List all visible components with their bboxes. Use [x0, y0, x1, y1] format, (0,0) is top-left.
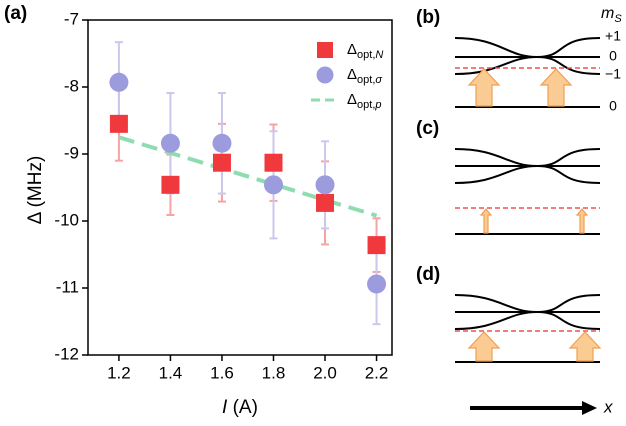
- marker-square: [264, 153, 283, 172]
- marker-circle: [315, 175, 335, 195]
- legend-name: Δ: [347, 91, 357, 108]
- x-label-unit: (A): [233, 397, 258, 418]
- excitation-arrow: [467, 331, 501, 362]
- y-tick-label: -9: [64, 143, 79, 162]
- panel-label: (d): [416, 264, 440, 285]
- legend-label: Δopt,σ: [347, 66, 382, 86]
- legend-name: Δ: [347, 41, 357, 58]
- legend-label: Δopt,p: [347, 91, 382, 111]
- level-curve: [454, 37, 601, 59]
- legend-sub: opt,: [357, 99, 375, 111]
- legend-sub-italic: N: [375, 49, 383, 61]
- level-curve: [454, 164, 601, 184]
- level-label: +1: [605, 28, 621, 44]
- excitation-arrow: [568, 331, 602, 362]
- y-axis-label: Δ (MHz): [25, 156, 46, 225]
- marker-square: [212, 153, 231, 172]
- legend-sub-italic: p: [374, 99, 381, 111]
- level-curve: [454, 148, 601, 168]
- legend-sub: opt,: [357, 74, 375, 86]
- panel-label: (c): [416, 118, 439, 139]
- legend-name: Δ: [347, 66, 357, 83]
- y-tick-label: -10: [54, 210, 79, 229]
- ms-sub: S: [614, 13, 622, 25]
- marker-circle: [212, 133, 232, 153]
- legend-label: Δopt,N: [347, 41, 383, 61]
- marker-square: [367, 236, 386, 255]
- x-arrow-head: [582, 401, 597, 415]
- panel-label: (b): [416, 7, 440, 28]
- y-tick-label: -7: [64, 9, 79, 28]
- x-axis-label: I (A): [222, 397, 258, 418]
- legend-marker: [317, 42, 333, 58]
- x-tick-label: 2.2: [365, 363, 389, 382]
- excitation-arrow: [467, 68, 501, 107]
- marker-circle: [160, 133, 180, 153]
- y-tick-label: -11: [56, 277, 79, 296]
- x-tick-label: 2.0: [313, 363, 337, 382]
- x-tick-label: 1.6: [210, 363, 234, 382]
- marker-square: [161, 175, 180, 194]
- plot-frame: [87, 19, 393, 356]
- ms-label: mS: [601, 5, 622, 25]
- excitation-arrow: [539, 68, 573, 107]
- level-label: 0: [609, 48, 617, 64]
- marker-circle: [367, 274, 387, 294]
- marker-square: [316, 193, 335, 212]
- panel-label: (a): [4, 3, 27, 24]
- legend-sub-italic: σ: [375, 74, 382, 86]
- x-tick-label: 1.8: [262, 363, 286, 382]
- fit-line: [118, 135, 378, 218]
- level-label: −1: [605, 66, 621, 82]
- y-tick-label: -8: [64, 76, 79, 95]
- marker-circle: [263, 175, 283, 195]
- marker-square: [109, 114, 128, 133]
- level-label: 0: [609, 98, 617, 114]
- x-label-symbol: I: [222, 397, 228, 418]
- ms-symbol: m: [601, 5, 614, 22]
- y-tick-label: -12: [54, 344, 79, 363]
- excitation-arrow: [575, 208, 589, 234]
- x-tick-label: 1.4: [159, 363, 183, 382]
- level-curve: [454, 294, 601, 314]
- x-axis-label: x: [603, 397, 613, 416]
- x-tick-label: 1.2: [107, 363, 131, 382]
- marker-circle: [109, 72, 129, 92]
- level-curve: [454, 55, 601, 75]
- legend-sub: opt,: [357, 49, 375, 61]
- legend-marker: [316, 66, 334, 84]
- excitation-arrow: [479, 208, 493, 234]
- level-curve: [454, 310, 601, 330]
